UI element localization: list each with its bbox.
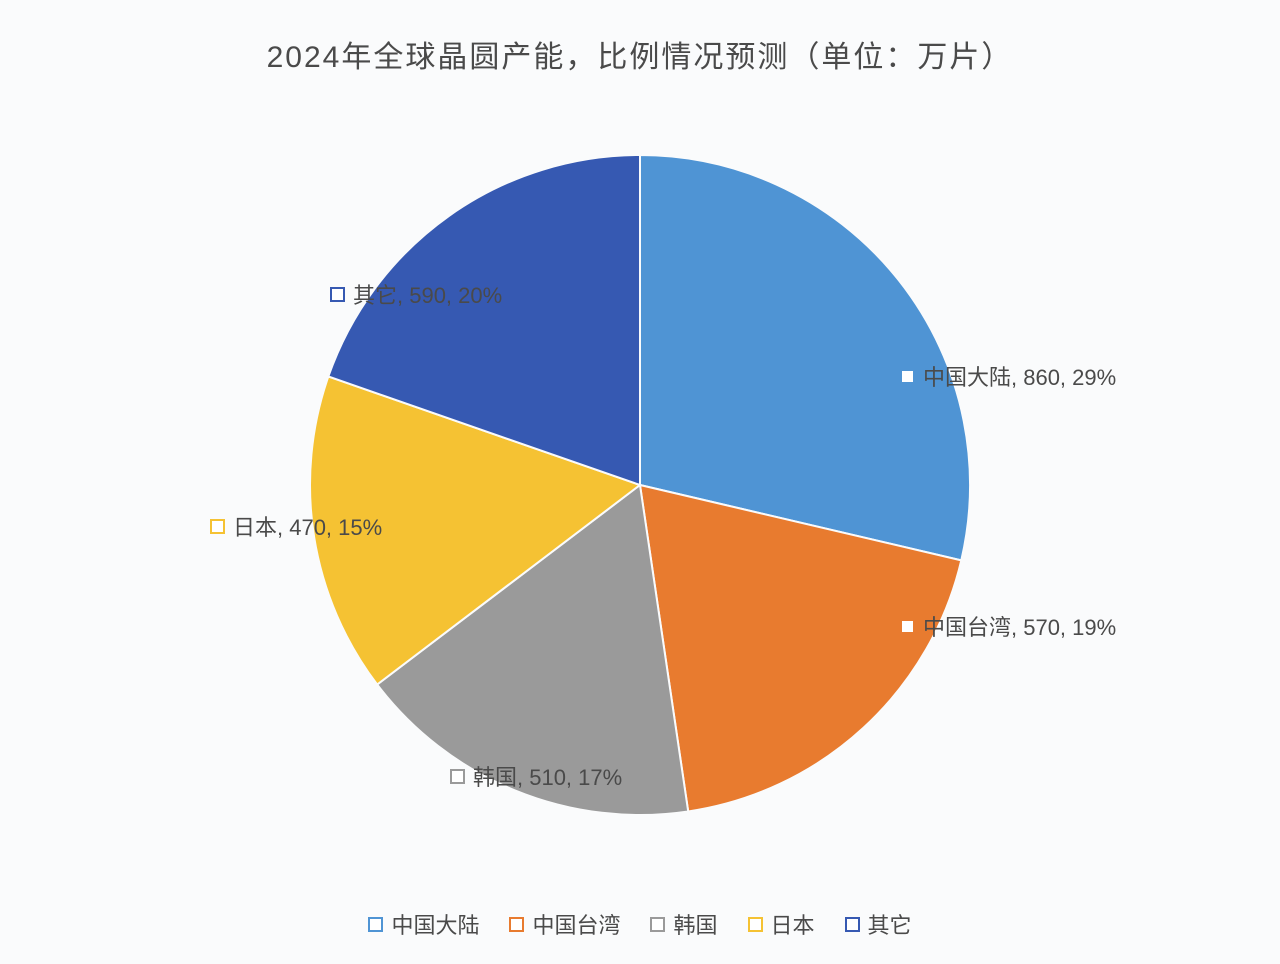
- legend-label: 其它: [868, 908, 912, 940]
- square-marker-icon: [748, 917, 763, 932]
- pie-svg: [310, 155, 970, 815]
- legend: 中国大陆 中国台湾 韩国 日本 其它: [0, 908, 1280, 940]
- legend-label: 中国大陆: [391, 908, 479, 940]
- chart-title: 2024年全球晶圆产能，比例情况预测（单位：万片）: [0, 32, 1280, 76]
- square-marker-icon: [450, 769, 465, 784]
- square-marker-icon: [900, 619, 915, 634]
- square-marker-icon: [900, 369, 915, 384]
- slice-label-japan: 日本, 470, 15%: [210, 510, 382, 542]
- slice-label-text: 日本, 470, 15%: [233, 510, 382, 542]
- square-marker-icon: [330, 287, 345, 302]
- slice-label-text: 韩国, 510, 17%: [473, 760, 622, 792]
- slice-label-text: 其它, 590, 20%: [353, 278, 502, 310]
- square-marker-icon: [509, 917, 524, 932]
- slice-label-china-taiwan: 中国台湾, 570, 19%: [900, 610, 1116, 642]
- slice-label-text: 中国大陆, 860, 29%: [923, 360, 1116, 392]
- square-marker-icon: [650, 917, 665, 932]
- slice-label-text: 中国台湾, 570, 19%: [923, 610, 1116, 642]
- legend-item: 中国大陆: [368, 908, 479, 940]
- square-marker-icon: [210, 519, 225, 534]
- square-marker-icon: [368, 917, 383, 932]
- legend-item: 日本: [748, 908, 815, 940]
- legend-item: 其它: [845, 908, 912, 940]
- legend-label: 中国台湾: [532, 908, 620, 940]
- square-marker-icon: [845, 917, 860, 932]
- legend-label: 韩国: [673, 908, 717, 940]
- slice-label-other: 其它, 590, 20%: [330, 278, 502, 310]
- slice-label-korea: 韩国, 510, 17%: [450, 760, 622, 792]
- legend-item: 中国台湾: [509, 908, 620, 940]
- slice-label-china-mainland: 中国大陆, 860, 29%: [900, 360, 1116, 392]
- legend-label: 日本: [771, 908, 815, 940]
- legend-item: 韩国: [650, 908, 717, 940]
- pie-chart: [310, 155, 970, 815]
